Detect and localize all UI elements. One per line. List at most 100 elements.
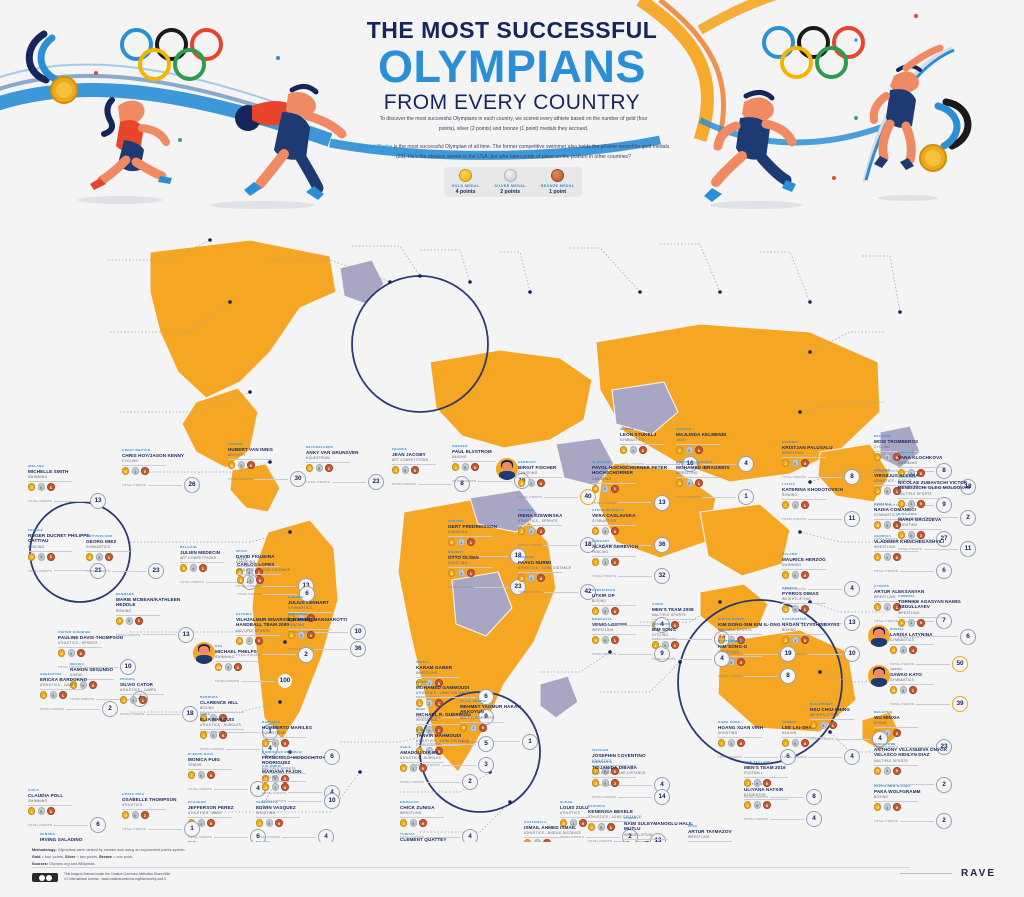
total-points-label: TOTAL POINTS [898,484,923,489]
card-sport: WRESTLING [898,610,920,615]
athlete-card[interactable]: NEW ZEALAND MEN'S TEAM 2016 FOOTBALL 2 0 0 TOT… [744,760,822,805]
athlete-card[interactable]: COSTA RICA OSABELLE THOMPSON ATHLETICS 0 0 1 T… [122,792,200,837]
athlete-card[interactable]: LEBANON BIM SONG CYCLING 1 0 0 TOTAL POINTS 4 [652,622,730,667]
athlete-card[interactable]: PUERTO RICO MONICA PUIG TENNIS 1 0 0 TOTAL POI… [188,752,266,797]
athlete-card[interactable]: MOROCCO CHICK ZUNIGA WRESTLING 1 0 0 TOTAL POI… [400,800,478,842]
athlete-card[interactable]: GUATEMALA ISMAIL AHMED ISMAIL ATHLETICS - … [524,820,602,842]
athlete-card[interactable]: GEORGIA VLADIMER KHINCHEGASHVILI WRESTLING… [874,534,952,579]
total-points-value: 2 [936,776,952,793]
athlete-card[interactable]: RUSSIA LARISA LATYNINA GYMNASTICS 9 5 4 TOTAL … [890,627,968,672]
athlete-card[interactable]: FINLAND VIRGILIUS ALEKNA ATHLETICS - DISCU… [874,468,952,513]
athlete-card[interactable]: POLAND IRENA SZEWINSKA ATHLETICS - SPRINTS… [518,508,596,553]
athlete-card[interactable]: HUNGARY ALADAR GEREVICH FENCING 7 1 2 TOTAL PO… [592,539,670,584]
athlete-card[interactable]: VENEZUELA EDWIN VASQUEZ SHOOTING 1 0 0 TOTAL P… [256,800,334,842]
athlete-card[interactable]: INDIA TANVIR MAHMOUDI ATHLETICS - LONG DIS… [416,728,494,773]
athlete-card[interactable]: TAIWAN LEE LAI-SHAN SAILING 1 0 0 TOTAL POINTS… [782,720,860,765]
athlete-card[interactable]: SUDAN LOUIS ZULU ATHLETICS 0 1 0 TOTAL POINTS 2 [560,800,638,842]
athlete-card[interactable]: SOUTH KOREA KIM DONG-SIM KIM IL-ONG MULTIP… [718,617,796,662]
card-country: PANAMA [40,832,56,836]
athlete-card[interactable]: ITALY CARLOS LOPES ATHLETICS - LONG DISTAN… [237,557,315,602]
athlete-card[interactable]: POLAND MAURICE HERZOG SWIMMING 1 0 0 TOTAL POI… [782,552,860,597]
card-athlete-name: KIM DONG-SIM KIM IL-ONG [718,621,781,627]
athlete-card[interactable]: FRANCE ROGER DUCRET PHILIPPE CATTIAU FENCI… [28,528,106,579]
athlete-card[interactable]: DENMARK MARIE MCBEAN/KATHLEEN HEDDLE ROWIN… [116,592,194,643]
athlete-card[interactable]: BELGIUM JULIEN MEDECIN ART COMPETITIONS 3 4 1… [180,545,258,590]
athlete-card[interactable]: UZBEKISTAN UTKIR OP BOXING 1 0 0 TOTAL POINTS 4 [592,588,670,633]
athlete-card[interactable]: BELARUS MOIS TROMBEROS CYCLING 2 0 0 TOTAL POI… [874,434,952,479]
athlete-card[interactable]: ARMENIA TORNIKE AGASYAN NAMIG ABDULLAYEV W… [898,594,976,645]
athlete-card[interactable]: NETHERLANDS ANKY VAN GRUNSVEN EQUESTRIAN 3 5… [306,445,384,490]
athlete-card[interactable]: CZECH REPUBLIC VERA CASLAVSKA GYMNASTICS 7 4… [592,508,670,553]
bronze-medal-count: 0 [89,681,97,689]
athlete-card[interactable]: SINGAPORE ANTHONY VILLANUEVA ONYOK VELASC… [874,742,952,793]
athlete-card[interactable]: USA MICHAEL PHELPS SWIMMING 23 3 2 TOTAL POINT… [215,644,293,689]
athlete-card[interactable]: SLOVAKIA PAVOL HOCHSCHORNER PETER HOCHSCH… [592,460,670,511]
athlete-card[interactable]: CANADA HUBERT VAN INNIS ARCHERY 6 3 0 TOTAL PO… [228,442,306,487]
athlete-card[interactable]: AUSTRIA GERT FREDRIKSSON CANOEING 6 1 1 TOTAL … [448,519,526,564]
athlete-card[interactable]: IRAN MICHAEL R. GUERRIOU WRESTLING 1 0 1 TOTAL… [416,707,494,752]
athlete-card[interactable]: MOLDOVA NICOLAE ZUBAVSCHI VICTOR RENEIJSC… [898,475,976,526]
athlete-card[interactable]: ARGENTINA ERICKA BARDOKNO ATHLETICS - JUMP… [40,672,118,717]
silver-medal-count: 3 [457,569,465,577]
athlete-card[interactable]: ESTONIA VILHJALMUR EINARSSON MEN'S HANDBA… [236,612,314,663]
athlete-card[interactable]: CHILE CLAUDIA POLL SWIMMING 1 0 2 TOTAL POINTS… [28,788,106,833]
athlete-card[interactable]: PERUMICHAEL ANTHONY PARRISBOXING100TOTAL… [188,840,266,842]
athlete-card[interactable]: PHILIPPINES HSU CHIU-CHING WEIGHTLIFTING 1 0… [810,702,888,747]
athlete-card[interactable]: ETHIOPIA KENENISA BEKELE ATHLETICS - LONG … [588,804,666,842]
total-rule [618,575,652,577]
athlete-card[interactable]: FRANCE JEAN JACOBY ART COMPETITIONS 2 0 0 TOTA… [392,447,470,492]
card-sport: WRESTLING [416,717,438,722]
athlete-card[interactable]: ROMANIA NADIA COMANECI GYMNASTICS 5 3 1 TOTAL … [874,502,952,547]
athlete-card[interactable]: JAPAN SAWAO KATO GYMNASTICS 8 3 1 TOTAL POINTS… [890,667,968,712]
athlete-card[interactable]: TURKEY NAIM SULEYMANOGLU HALIL MUTLU WEIGH… [624,816,702,842]
athlete-card[interactable]: FRANCE SILVIO CATOR ATHLETICS - JUMPS 4 0 1 TO… [120,677,198,722]
athlete-card[interactable]: PAPUA NEW GUINEA PAKA WOLFGRAMM BOXING 0 1 0 T… [874,784,952,829]
total-points-value: 19 [780,645,796,662]
athlete-card[interactable]: SWITZERLAND GEORG MIEZ GYMNASTICS 4 3 1 TOTAL … [86,534,164,579]
athlete-card[interactable]: LATVIA KATERINA KHODOTOVICH ROWING 1 1 1 TOTAL… [782,482,860,527]
athlete-card[interactable]: UKRAINE YANA KLOCHKOVA SWIMMING 4 1 0 TOTAL PO… [898,450,976,495]
total-points-label: TOTAL POINTS [782,754,807,759]
card-total-row: TOTAL POINTS 13 [592,494,670,511]
athlete-card[interactable]: FINLAND PAAVO NURMI ATHLETICS - LONG DISTA… [518,555,596,600]
athlete-card[interactable]: DOMINICAN REPUBLIC FRANCISCO+MODOCHITO+ R… [262,750,340,801]
athlete-card[interactable]: UNITED KINGDOM PAULINE DAVIS-THOMPSON ATHL… [58,630,136,675]
athlete-card[interactable]: IRELAND MICHELLE SMITH SWIMMING 3 0 1 TOTAL PO… [28,464,106,509]
athlete-card[interactable]: BULGARIA MARIA GROZDEVA SHOOTING 2 0 3 TOTAL P… [898,512,976,557]
athlete-card[interactable]: GREAT BRITAIN CHRIS HOY/JASON KENNY CYCLIN… [122,448,200,493]
athlete-card[interactable]: NORTH MACEDONIA MOHAMED IBRAGIMOV WRESTLIN… [676,460,754,505]
card-sport: GYMNASTICS [288,605,313,610]
total-points-label: TOTAL POINTS [890,661,915,666]
bronze-medal-count: 1 [909,686,917,694]
silver-medal-count: 1 [883,767,891,775]
athlete-card[interactable]: COLOMBIA MARIANA PAJON CYCLING 2 1 0 TOTAL POI… [262,764,340,809]
athlete-card[interactable]: CHILE AMADOU DIA BA ATHLETICS - HURDLES 0 1 0… [400,745,478,790]
athlete-card[interactable]: ESTONIA KRISTJAN PALUSALU WRESTLING 2 0 0 TOTA… [782,440,860,485]
athlete-card[interactable]: NORWAY OTTO OLSEN SHOOTING 3 3 1 TOTAL POINTS 2… [448,550,526,595]
athlete-card[interactable]: SERBIA LEON STUKELJ GYMNASTICS 3 1 2 TOTAL POI… [620,427,698,472]
total-points-value: 26 [184,476,200,493]
athlete-card[interactable]: INDONESIA TIDJANIDA DIBABA ATHLETICS - LON… [592,760,670,805]
athlete-card[interactable]: KOSOVO MAJLINDA KELMENDI JUDO 1 0 0 TOTAL POIN… [676,427,754,472]
card-sport: GYMNASTICS [620,437,645,442]
phelps-highlight-link[interactable]: Michael Phelps [357,144,393,150]
athlete-card[interactable]: MONGOLIA VENIO LOSSEF WRESTLING 2 0 1 TOTAL PO… [592,617,670,662]
athlete-card[interactable]: BOLIVIAANTHONY NESTYSWIMMING101TOTAL POI… [256,840,334,842]
athlete-card[interactable]: SAUDI ARABIA MEHMET YAGMUR HAKAN AKKOYUN M… [460,699,538,750]
athlete-card[interactable]: BAHAMAS HUMBERTO MARILES EQUESTRIAN 1 0 0 TOTA… [262,720,340,765]
athlete-card[interactable]: CUBA ELIA MARQUIS ATHLETICS - HURDLES 1 0 0 TO… [200,712,278,757]
total-rule [142,634,176,635]
athlete-card[interactable]: GREECE PYRROS DIMAS WEIGHTLIFTING 3 0 1 TOTAL … [782,586,860,631]
athlete-card[interactable]: GERMANY BIRGIT FISCHER CANOEING 8 4 0 TOTAL PO… [518,460,596,505]
athlete-card[interactable]: HONG KONG HOANG XUAN VINH SHOOTING 1 1 0 TOTAL… [718,720,796,765]
athlete-card[interactable]: EGYPT MOHAMED GAMMOUDI ATHLETICS - LONG DI… [416,680,494,725]
card-divider [416,723,460,725]
